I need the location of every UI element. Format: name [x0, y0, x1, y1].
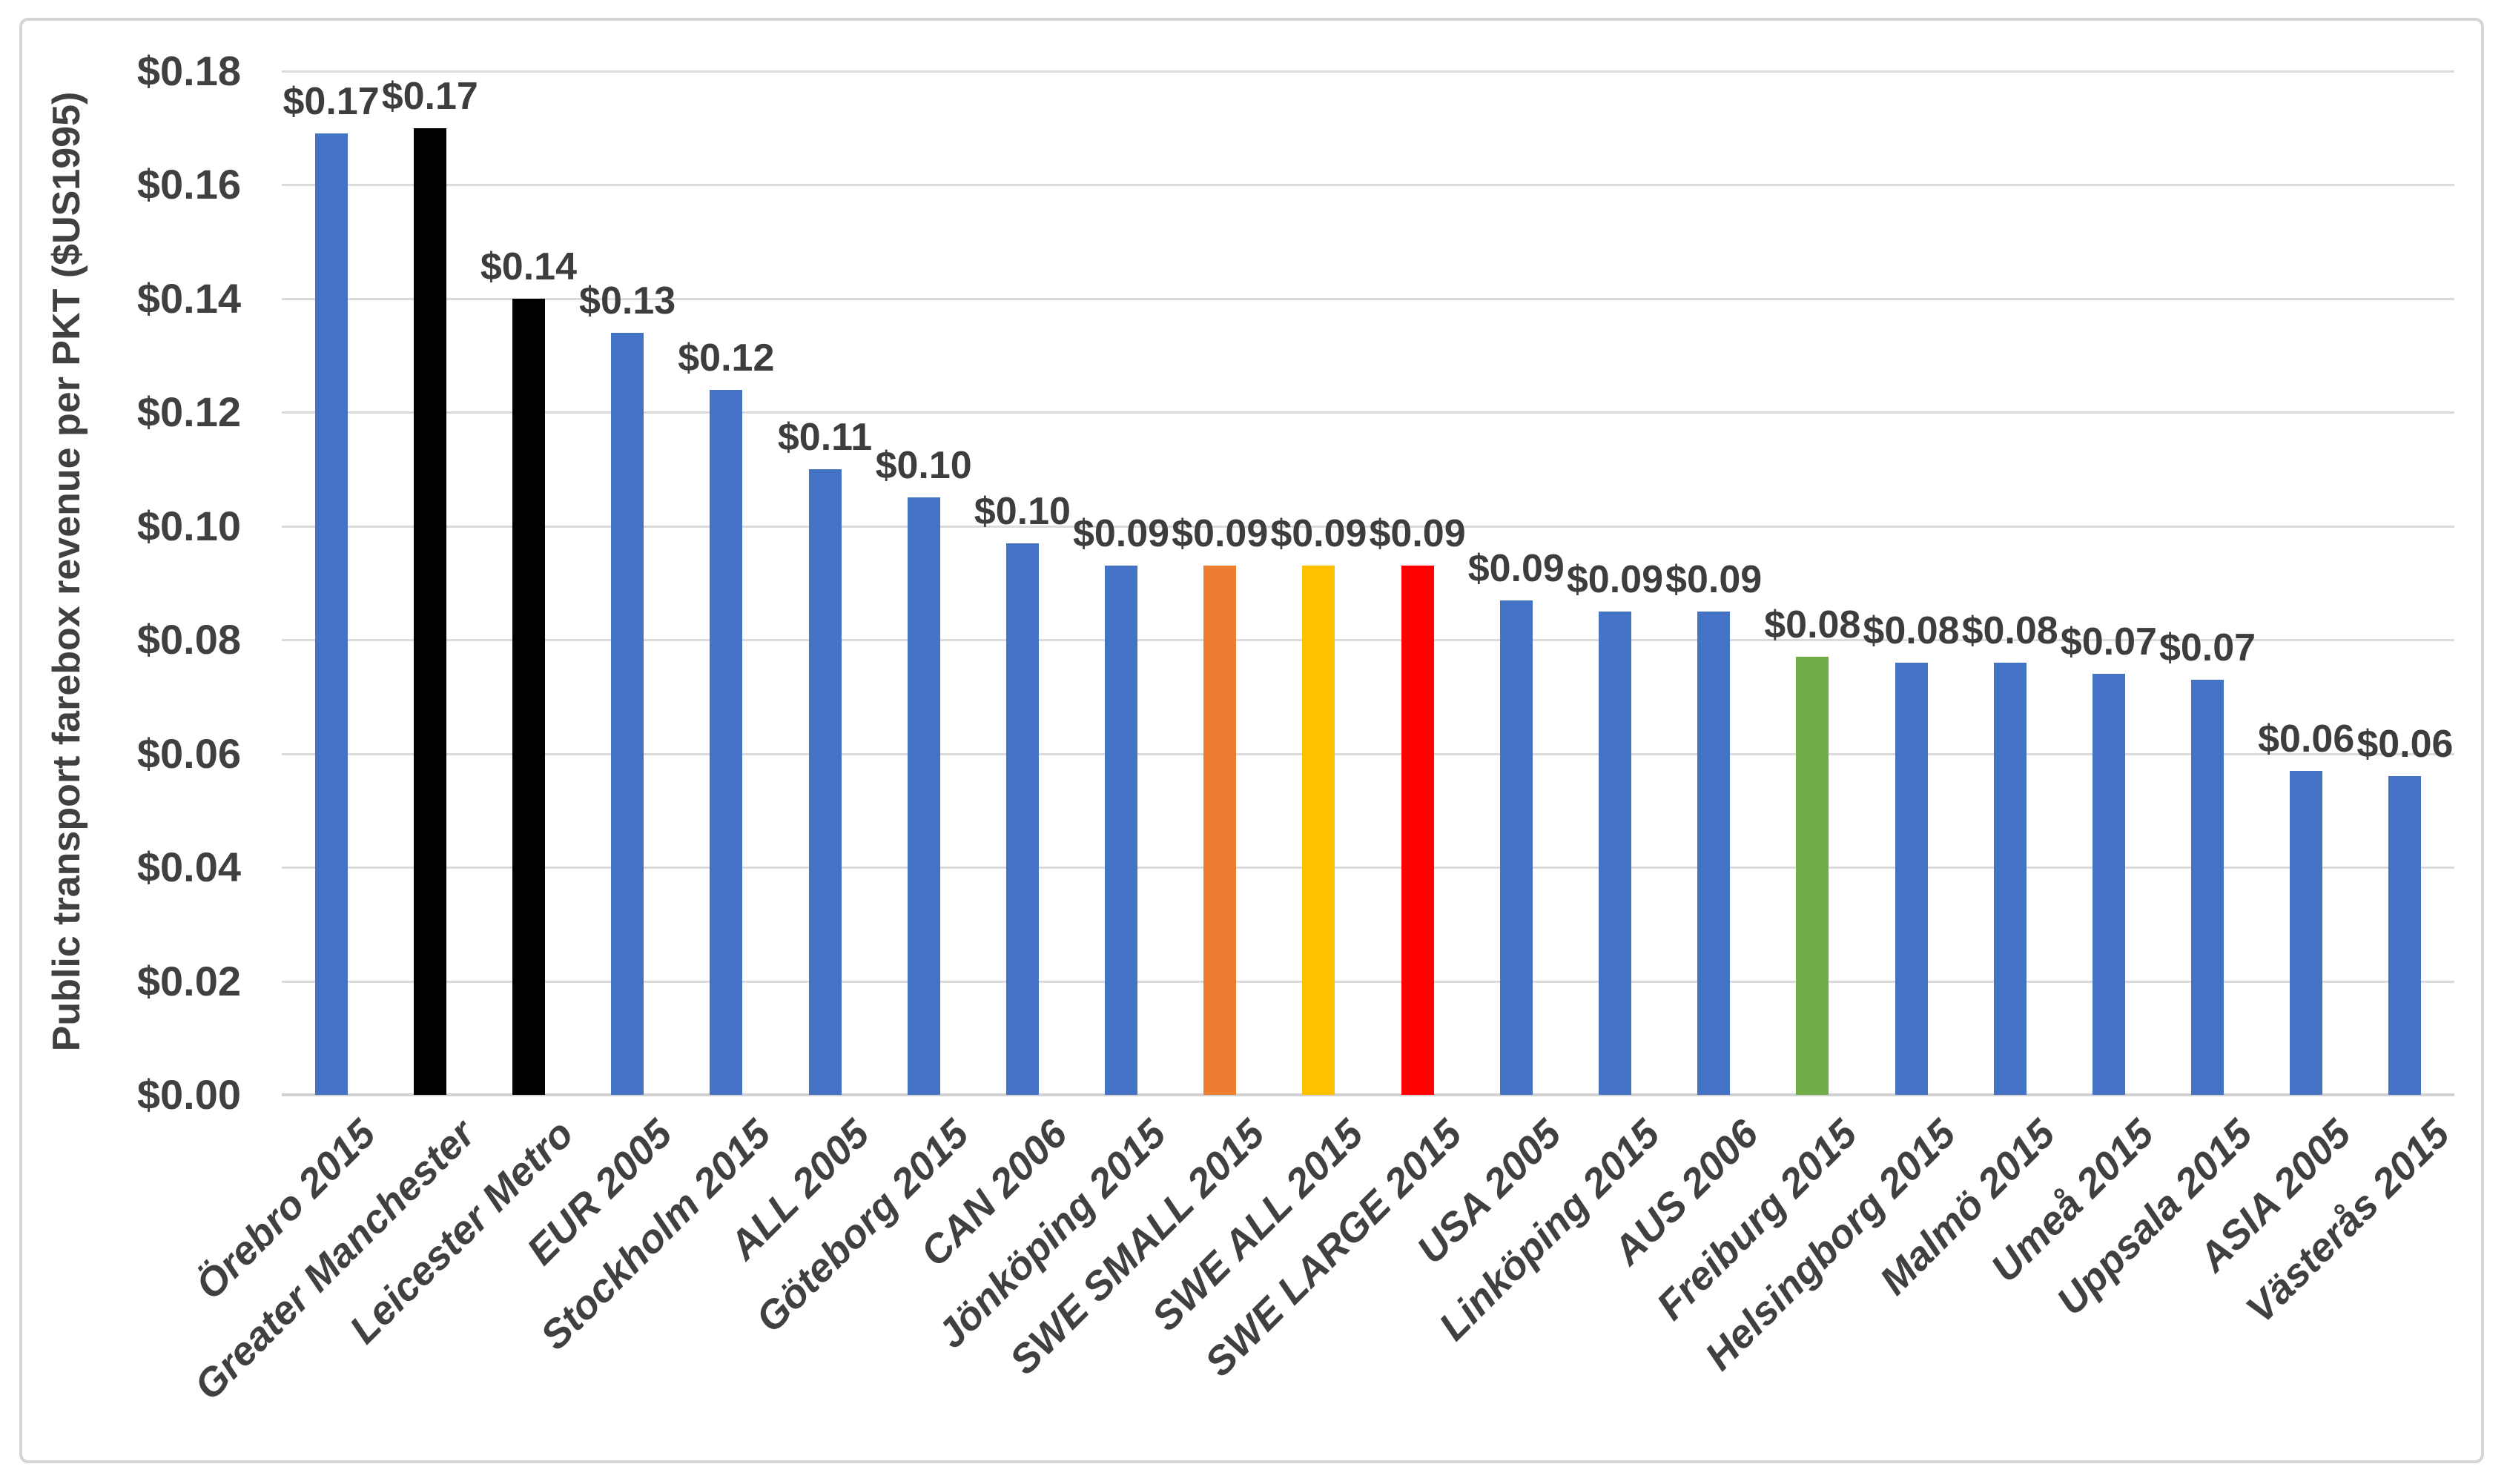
- bar-value-label: $0.08: [1764, 603, 1861, 647]
- bar: [1302, 566, 1335, 1095]
- bar-value-label: $0.17: [381, 74, 478, 118]
- bar-value-label: $0.09: [1270, 512, 1367, 556]
- bar: [2191, 679, 2224, 1095]
- bar: [1993, 662, 2027, 1095]
- bar: [1005, 543, 1039, 1095]
- bar: [1499, 600, 1533, 1095]
- bar: [907, 497, 940, 1095]
- bar: [512, 298, 545, 1095]
- y-tick-label: $0.16: [136, 161, 241, 208]
- gridline: [282, 184, 2454, 187]
- bar-value-label: $0.07: [2060, 620, 2157, 664]
- bar-value-label: $0.11: [777, 416, 873, 460]
- bar: [1203, 566, 1237, 1095]
- bar: [808, 469, 842, 1095]
- bar-value-label: $0.08: [1863, 609, 1960, 652]
- y-tick-label: $0.10: [136, 502, 241, 549]
- bar: [1796, 657, 1829, 1095]
- gridline: [282, 752, 2454, 755]
- bar-value-label: $0.12: [678, 336, 775, 380]
- bar-value-label: $0.13: [579, 279, 676, 322]
- y-tick-label: $0.04: [136, 844, 241, 891]
- bar-value-label: $0.06: [2258, 717, 2355, 761]
- x-axis-line: [282, 1093, 2454, 1096]
- bar: [413, 127, 446, 1095]
- bar-value-label: $0.06: [2356, 723, 2454, 766]
- bar: [611, 332, 644, 1095]
- bar: [1895, 662, 1928, 1095]
- bar-value-label: $0.09: [1665, 557, 1763, 601]
- gridline: [282, 867, 2454, 869]
- gridline: [282, 525, 2454, 528]
- bar-value-label: $0.08: [1961, 609, 2058, 652]
- bar-value-label: $0.10: [974, 489, 1071, 533]
- bar-value-label: $0.07: [2158, 626, 2256, 669]
- bar-value-label: $0.09: [1072, 512, 1170, 556]
- bar: [1598, 611, 1631, 1095]
- gridline: [282, 411, 2454, 414]
- bar: [2092, 674, 2125, 1095]
- gridline: [282, 70, 2454, 73]
- y-tick-label: $0.06: [136, 729, 241, 777]
- gridline: [282, 639, 2454, 642]
- y-tick-label: $0.02: [136, 957, 241, 1004]
- bar: [2290, 770, 2323, 1095]
- y-tick-label: $0.12: [136, 388, 241, 436]
- bar: [2388, 776, 2422, 1095]
- gridline: [282, 297, 2454, 300]
- bar-value-label: $0.09: [1467, 546, 1565, 590]
- y-tick-label: $0.00: [136, 1071, 241, 1118]
- bar-value-label: $0.14: [480, 245, 578, 288]
- bar: [314, 133, 348, 1095]
- bar: [710, 389, 743, 1095]
- bar: [1697, 611, 1731, 1095]
- y-tick-label: $0.14: [136, 274, 241, 322]
- y-tick-label: $0.08: [136, 616, 241, 663]
- y-tick-label: $0.18: [136, 47, 241, 94]
- gridline: [282, 980, 2454, 983]
- bar-value-label: $0.17: [283, 80, 380, 124]
- bar-value-label: $0.09: [1172, 512, 1269, 556]
- bar: [1105, 566, 1138, 1095]
- bar: [1401, 566, 1434, 1095]
- bar-value-label: $0.09: [1566, 557, 1664, 601]
- bar-value-label: $0.10: [875, 444, 972, 488]
- bar-value-label: $0.09: [1369, 512, 1466, 556]
